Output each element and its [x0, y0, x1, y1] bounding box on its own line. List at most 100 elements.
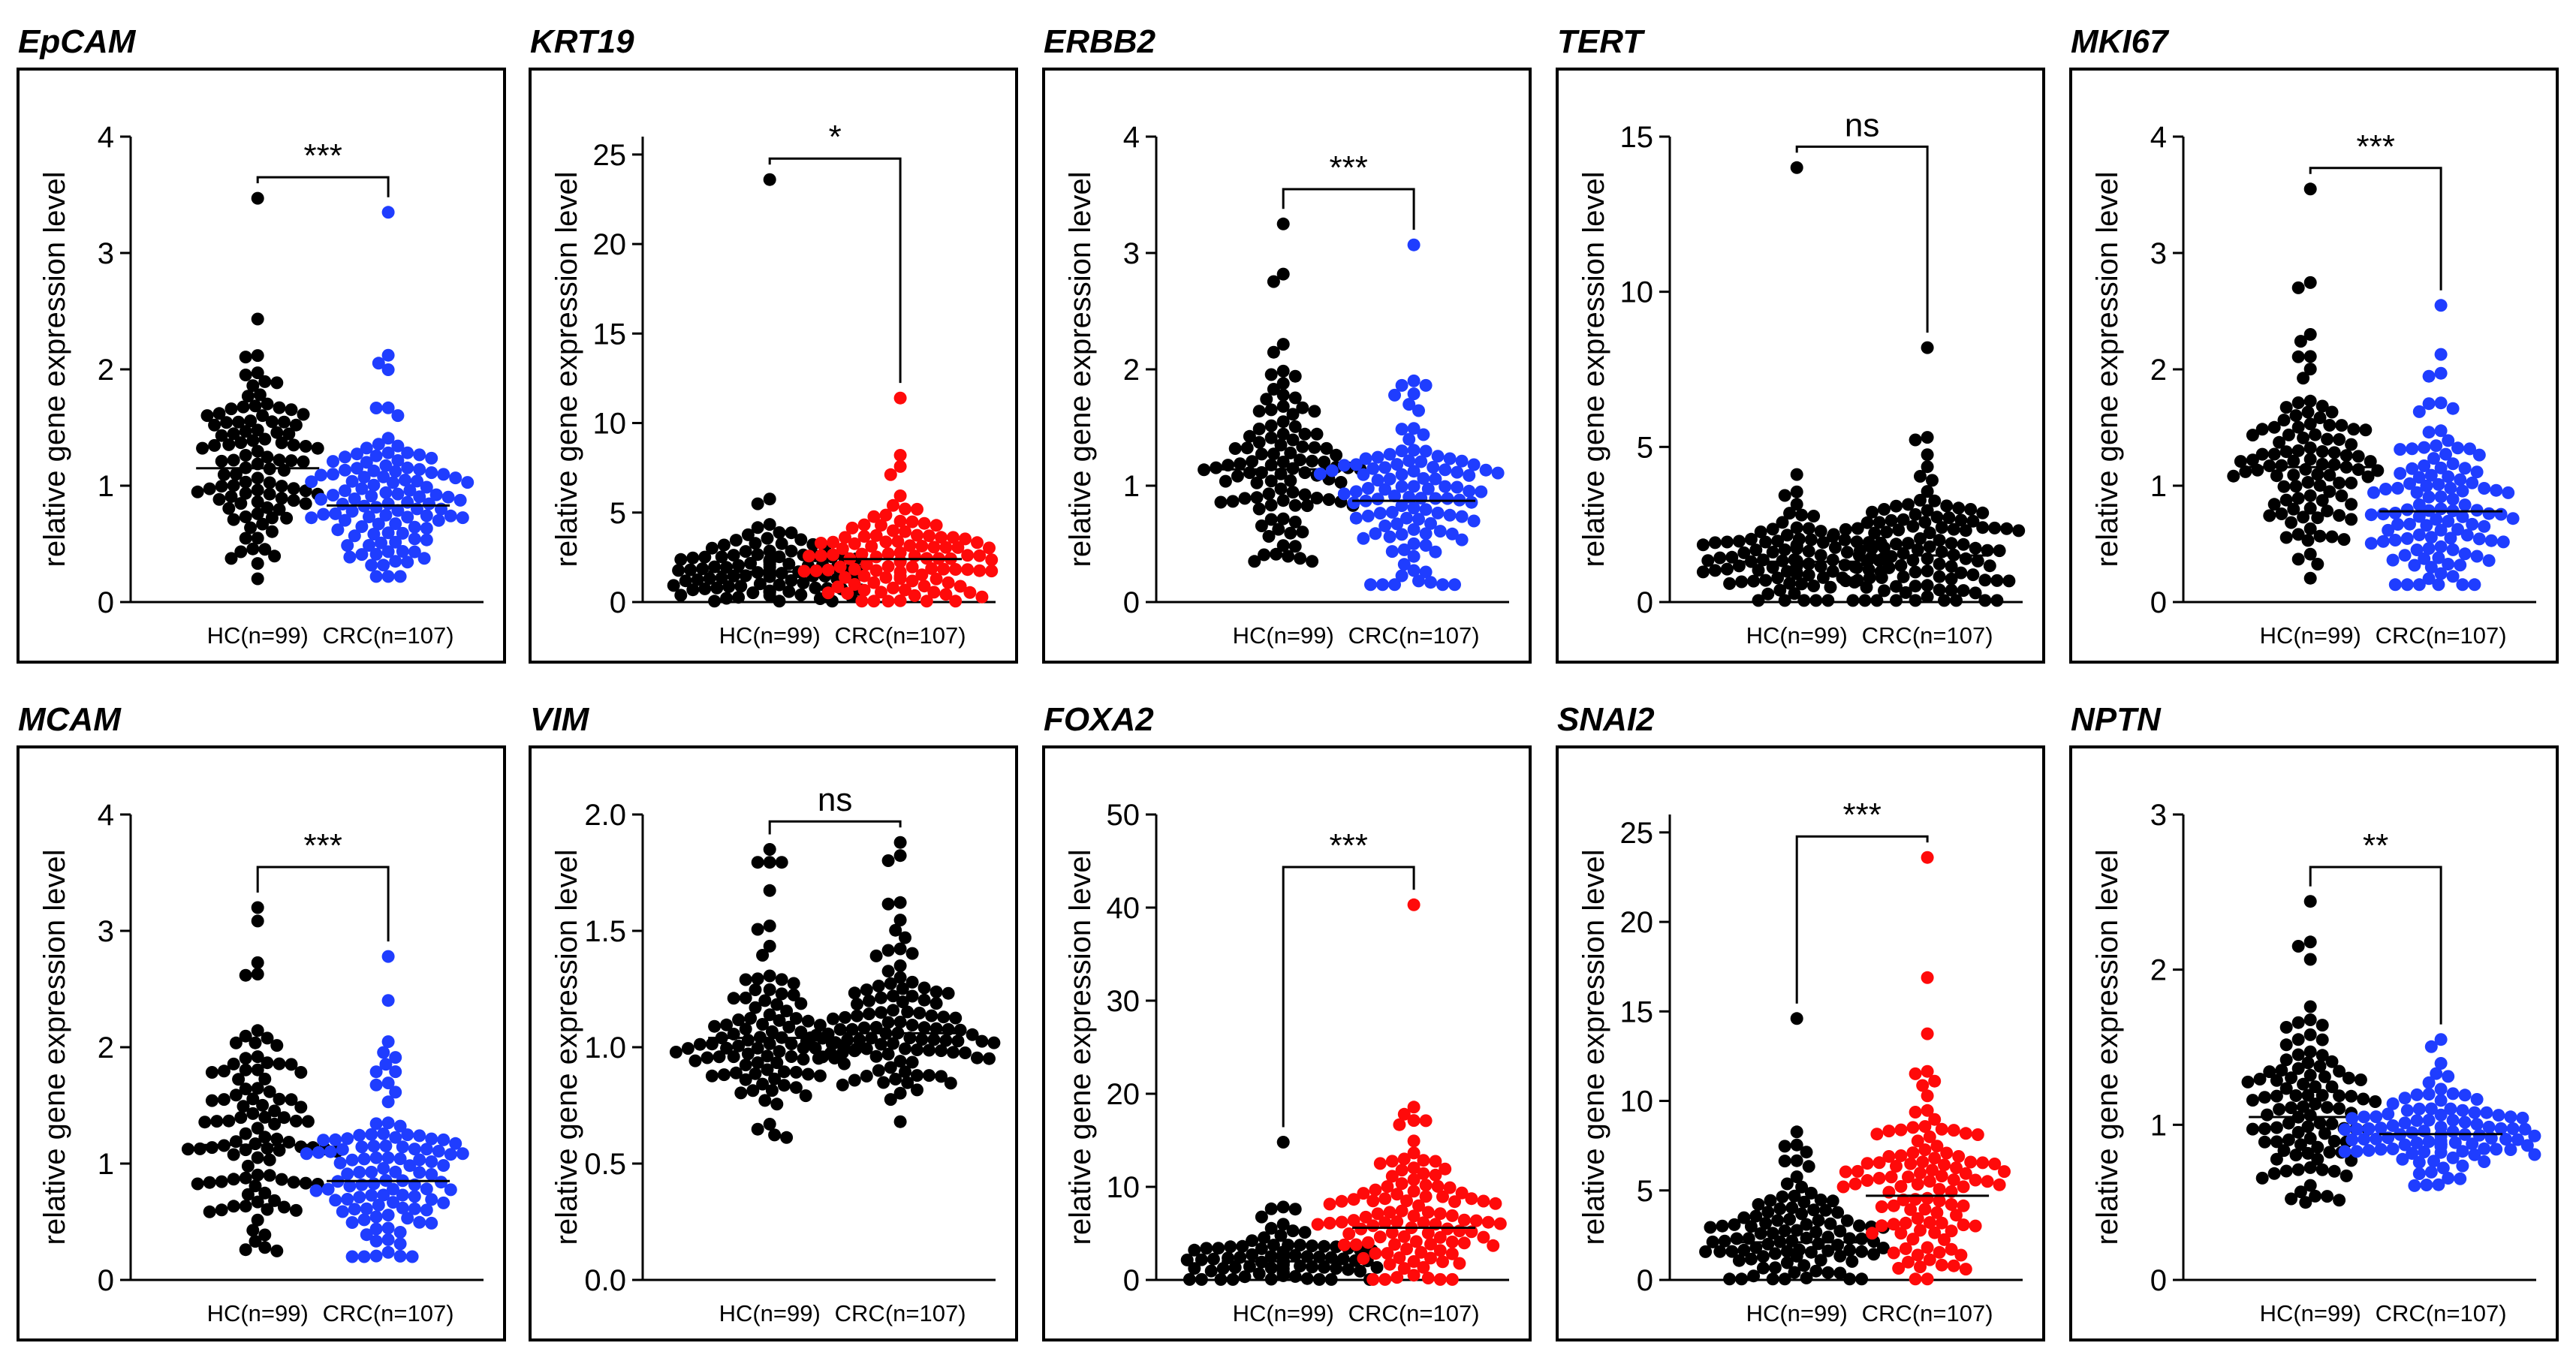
- data-point: [2301, 476, 2315, 489]
- data-point: [2408, 1179, 2421, 1192]
- data-point: [1802, 557, 1815, 571]
- data-point: [1390, 1215, 1404, 1228]
- data-point: [1252, 435, 1266, 449]
- data-point: [839, 1010, 851, 1024]
- data-point: [2350, 1145, 2364, 1158]
- data-point: [367, 528, 381, 540]
- data-point: [1361, 482, 1375, 495]
- data-point: [1296, 525, 1309, 539]
- data-point: [785, 1050, 798, 1063]
- data-point: [1855, 1245, 1869, 1258]
- data-point: [2412, 528, 2426, 541]
- data-point: [1821, 1244, 1835, 1257]
- data-point: [2446, 1113, 2460, 1127]
- data-point: [220, 416, 233, 429]
- data-point: [1200, 1242, 1213, 1255]
- data-point: [753, 577, 767, 591]
- data-point: [1701, 554, 1715, 568]
- data-point: [1827, 528, 1840, 541]
- data-point: [1219, 474, 1232, 488]
- data-point: [785, 574, 798, 587]
- data-point: [2303, 363, 2317, 376]
- data-point: [411, 474, 423, 488]
- data-point: [2412, 1102, 2426, 1116]
- data-point: [2338, 1123, 2352, 1137]
- data-point: [954, 580, 967, 593]
- data-point: [1284, 474, 1297, 487]
- data-point: [1909, 580, 1922, 593]
- data-point: [1443, 1181, 1457, 1194]
- x-category-label: HC(n=99): [719, 1300, 821, 1326]
- data-point: [1366, 1272, 1380, 1286]
- panel-title: FOXA2: [1044, 701, 1154, 738]
- y-tick-label: 10: [593, 408, 627, 441]
- data-point: [420, 533, 433, 547]
- data-point: [1840, 546, 1854, 559]
- data-point: [401, 510, 414, 524]
- data-point: [372, 438, 385, 451]
- data-point: [2398, 1138, 2412, 1152]
- data-point: [785, 544, 798, 558]
- series-crc: [305, 206, 475, 583]
- data-point: [973, 564, 987, 577]
- data-point: [2303, 328, 2317, 341]
- data-point: [282, 427, 296, 441]
- data-point: [2463, 442, 2476, 456]
- data-point: [1959, 1167, 1972, 1180]
- data-point: [2289, 1149, 2303, 1162]
- data-point: [1902, 537, 1915, 550]
- data-point: [893, 594, 907, 607]
- data-point: [1802, 544, 1815, 558]
- data-point: [312, 1146, 325, 1159]
- data-point: [1402, 398, 1416, 411]
- data-point: [353, 1166, 366, 1179]
- data-point: [2258, 1135, 2271, 1149]
- data-point: [1824, 580, 1837, 594]
- data-point: [365, 1128, 378, 1141]
- data-point: [1366, 1219, 1380, 1233]
- significance-label: ***: [1329, 827, 1367, 864]
- data-point: [1415, 455, 1428, 468]
- data-point: [1407, 1146, 1421, 1160]
- data-point: [1892, 523, 1906, 537]
- data-point: [1320, 441, 1333, 455]
- data-point: [1696, 538, 1710, 552]
- data-point: [249, 1179, 262, 1193]
- data-point: [345, 1216, 359, 1229]
- data-point: [227, 453, 240, 467]
- data-point: [935, 1044, 948, 1058]
- data-point: [889, 1073, 902, 1085]
- data-point: [1264, 1261, 1278, 1275]
- data-point: [1359, 452, 1372, 465]
- data-point: [1872, 1172, 1886, 1185]
- data-point: [686, 551, 700, 565]
- data-point: [2321, 1190, 2334, 1203]
- data-point: [203, 1176, 216, 1189]
- data-point: [1969, 541, 1982, 555]
- series-hc: [191, 191, 324, 586]
- data-point: [872, 980, 885, 992]
- data-point: [251, 1195, 264, 1209]
- data-point: [809, 581, 822, 595]
- data-point: [381, 994, 395, 1007]
- significance-bracket: [1282, 188, 1415, 230]
- data-point: [1323, 1197, 1336, 1211]
- data-point: [444, 1148, 457, 1161]
- data-point: [705, 1069, 719, 1082]
- data-point: [1911, 1134, 1924, 1148]
- data-point: [441, 490, 455, 504]
- data-point: [1180, 1253, 1194, 1266]
- data-point: [1911, 1178, 1924, 1191]
- data-point: [1493, 1217, 1507, 1230]
- data-point: [239, 1063, 252, 1076]
- data-point: [239, 351, 252, 364]
- data-point: [203, 482, 216, 495]
- data-point: [2424, 468, 2438, 482]
- data-point: [329, 1133, 342, 1146]
- data-point: [1930, 1140, 1944, 1153]
- data-point: [1909, 433, 1922, 447]
- data-point: [1940, 499, 1954, 513]
- data-point: [273, 1057, 286, 1070]
